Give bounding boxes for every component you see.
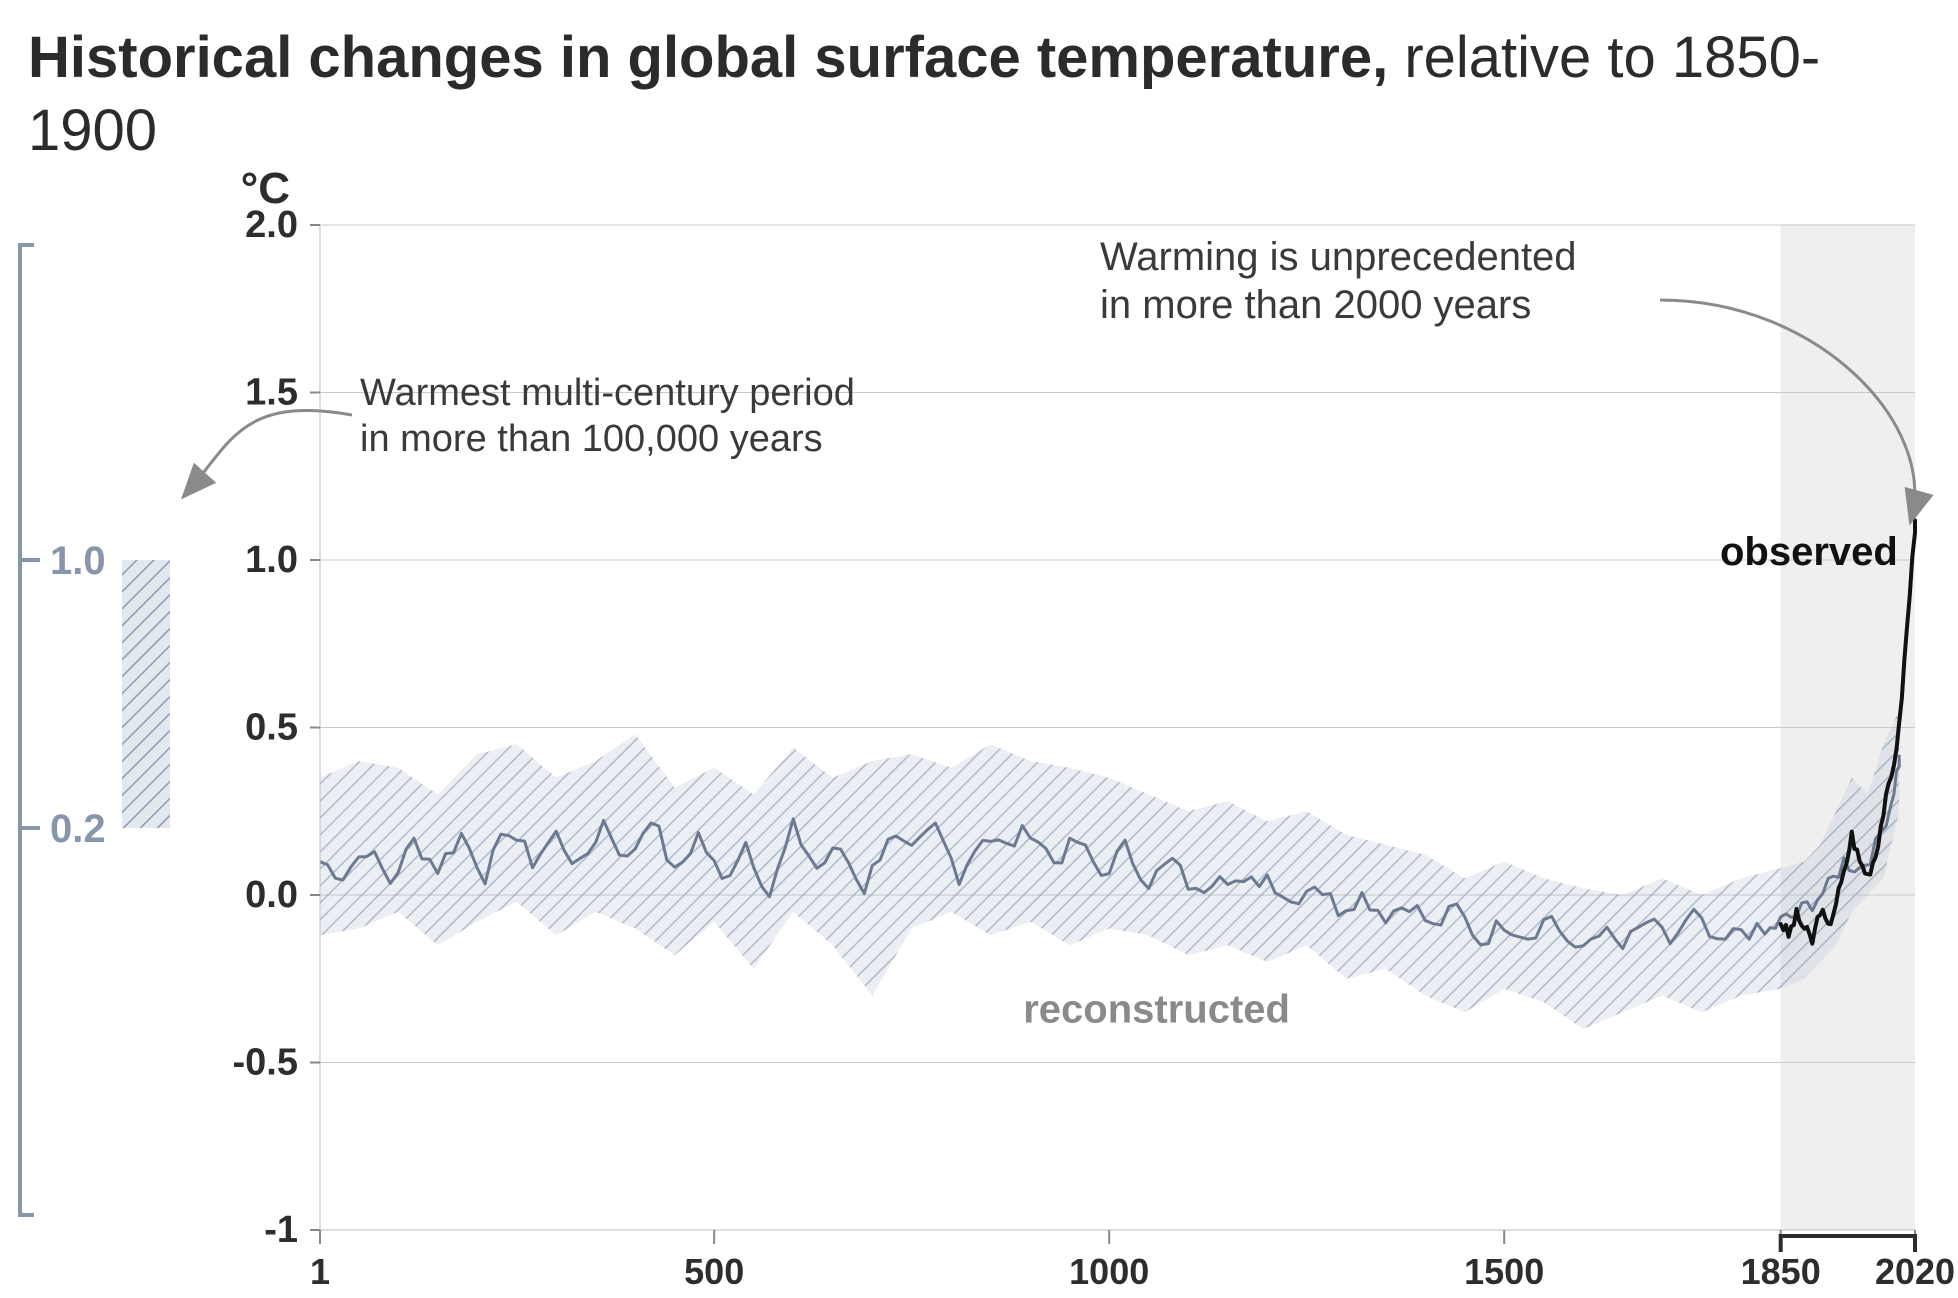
y-tick-label: 2.0 <box>245 204 298 246</box>
x-tick-label: 1500 <box>1464 1251 1544 1292</box>
x-tick-label: 1850 <box>1741 1251 1821 1292</box>
annotation-warmest-line1: Warmest multi-century period <box>360 372 855 414</box>
x-bracket-1850-2020 <box>1781 1236 1915 1252</box>
annotation-unprecedented-line2: in more than 2000 years <box>1100 283 1531 327</box>
side-scale-bar <box>122 560 170 828</box>
y-tick-label: 1.0 <box>245 539 298 581</box>
annotation-warmest-line2: in more than 100,000 years <box>360 418 823 460</box>
series-label-observed: observed <box>1720 530 1898 574</box>
x-tick-label: 1 <box>310 1251 330 1292</box>
y-tick-label: -0.5 <box>233 1042 298 1084</box>
x-tick-label: 1000 <box>1069 1251 1149 1292</box>
x-tick-label: 500 <box>684 1251 744 1292</box>
x-tick-label: 2020 <box>1875 1251 1955 1292</box>
y-tick-label: 0.0 <box>245 874 298 916</box>
y-tick-label: -1 <box>264 1209 298 1251</box>
side-scale-bracket <box>20 245 34 1215</box>
y-tick-label: 0.5 <box>245 707 298 749</box>
side-scale-label: 0.2 <box>50 807 106 851</box>
chart-svg: °C-1-0.50.00.51.01.52.015001000150018502… <box>0 0 1958 1298</box>
y-tick-label: 1.5 <box>245 372 298 414</box>
annotation-arrow-warmest <box>185 410 352 495</box>
series-label-reconstructed: reconstructed <box>1023 987 1290 1031</box>
side-scale-label: 1.0 <box>50 539 106 583</box>
annotation-unprecedented-line1: Warming is unprecedented <box>1100 235 1577 279</box>
